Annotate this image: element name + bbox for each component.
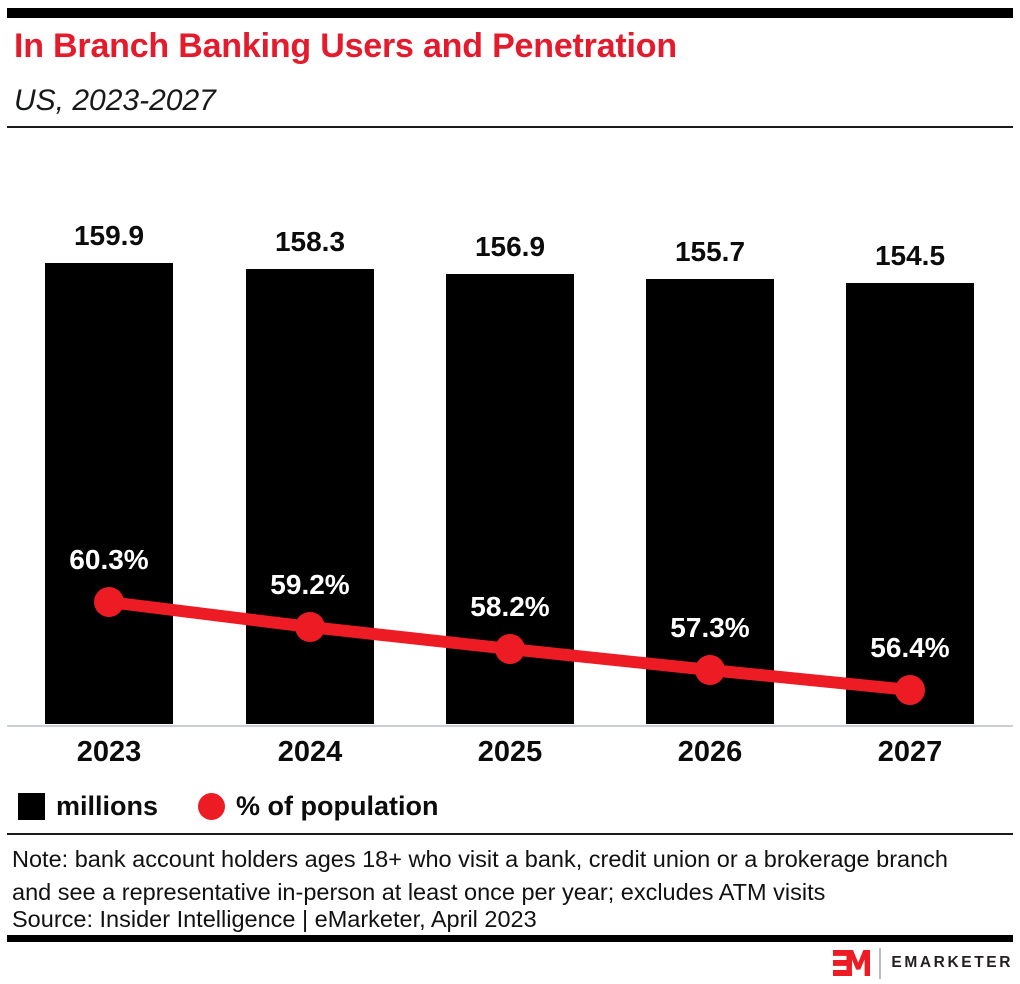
bar-value-label-2027: 154.5 [874,240,946,271]
note-text: Note: bank account holders ages 18+ who … [12,843,997,908]
bar-value-label-2026: 155.7 [674,236,746,267]
chart-subtitle: US, 2023-2027 [14,84,216,117]
top-accent-bar [7,8,1013,18]
percent-label-2024: 59.2% [270,569,350,600]
emarketer-logo-icon [833,950,871,976]
percent-label-2025: 58.2% [470,591,550,622]
note-line-2: and see a representative in-person at le… [12,878,826,905]
source-text: Source: Insider Intelligence | eMarketer… [12,906,537,932]
bar-2024 [246,269,374,724]
bar-value-label-2024: 158.3 [274,226,346,257]
legend-divider [7,833,1013,835]
brand-wordmark: EMARKETER [891,954,1013,971]
footer: EMARKETER [833,946,1013,980]
bar-value-label-2025: 156.9 [474,231,546,262]
logo-divider [879,947,882,979]
legend-square-swatch [18,792,45,820]
chart-title: In Branch Banking Users and Penetration [14,27,677,65]
bar-2023 [45,263,173,724]
x-tick-label-2024: 2024 [277,736,343,768]
x-tick-label-2025: 2025 [477,736,543,768]
x-tick-label-2027: 2027 [877,736,943,768]
legend-circle-swatch [198,792,226,820]
footer-accent-bar [7,935,1013,942]
legend-label-millions: millions [56,790,159,821]
bar-value-label-2023: 159.9 [73,220,145,251]
legend-label-percent: % of population [236,790,439,821]
header-divider [7,126,1013,128]
percent-label-2027: 56.4% [870,632,950,663]
bar-2026 [646,279,774,724]
bar-2025 [446,274,574,724]
note-line-1: Note: bank account holders ages 18+ who … [12,846,949,872]
percent-label-2023: 60.3% [69,544,149,575]
legend: millions % of population [18,791,438,821]
x-tick-label-2023: 2023 [76,736,142,768]
x-axis-line [7,725,1013,727]
x-tick-label-2026: 2026 [677,736,743,768]
percent-label-2026: 57.3% [670,612,750,643]
